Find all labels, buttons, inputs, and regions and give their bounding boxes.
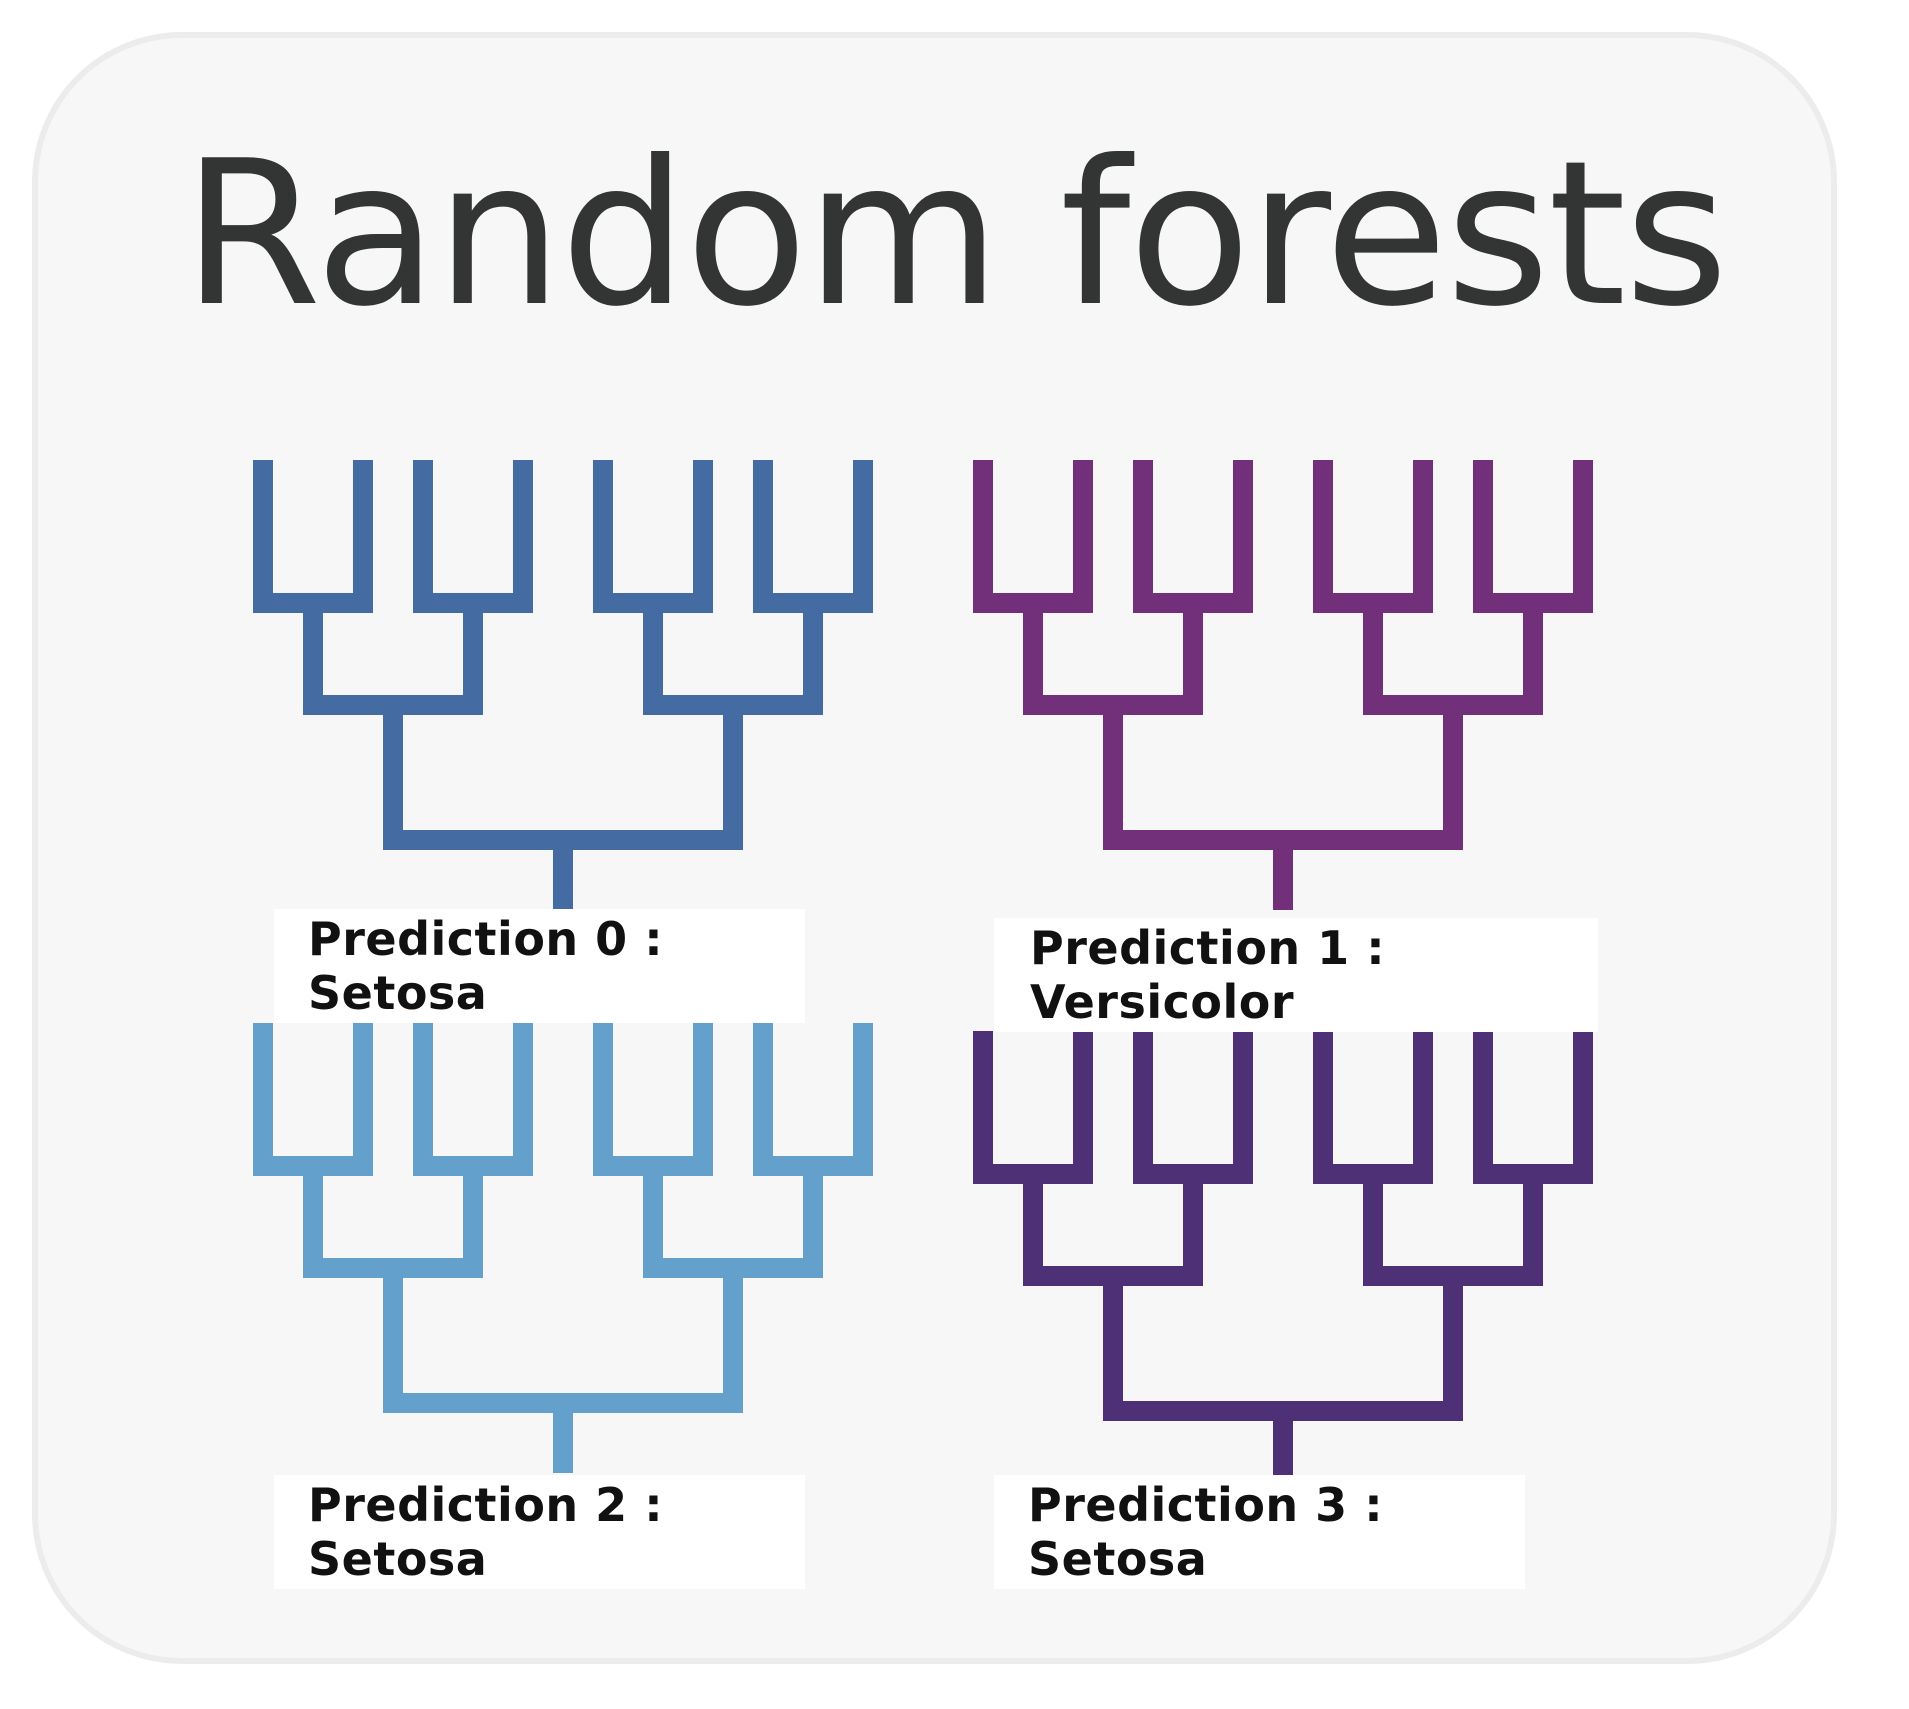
tree-3-branch-6 (1103, 1276, 1463, 1421)
tree-3-branch-4 (1023, 1174, 1203, 1286)
prediction-label-0: Prediction 0 : Setosa (274, 909, 805, 1023)
prediction-label-3: Prediction 3 : Setosa (994, 1475, 1525, 1589)
tree-1-branch-4 (1023, 603, 1203, 715)
tree-1-branch-3 (1473, 460, 1593, 613)
tree-2-branch-0 (253, 1023, 373, 1176)
tree-0-branch-1 (413, 460, 533, 613)
tree-2-branch-2 (593, 1023, 713, 1176)
tree-1 (973, 460, 1593, 910)
prediction-label-1: Prediction 1 : Versicolor (994, 918, 1598, 1032)
tree-0-branch-6 (383, 705, 743, 850)
tree-2 (253, 1023, 873, 1473)
tree-2-branch-4 (303, 1166, 483, 1278)
tree-2-branch-6 (383, 1268, 743, 1413)
tree-0-branch-5 (643, 603, 823, 715)
diagram-title: Random forests (182, 118, 1728, 351)
tree-0-branch-0 (253, 460, 373, 613)
tree-2-branch-1 (413, 1023, 533, 1176)
tree-2-branch-5 (643, 1166, 823, 1278)
tree-1-branch-2 (1313, 460, 1433, 613)
tree-1-branch-0 (973, 460, 1093, 613)
tree-1-branch-6 (1103, 705, 1463, 850)
tree-2-branch-3 (753, 1023, 873, 1176)
diagram-card (32, 32, 1837, 1664)
tree-3-branch-0 (973, 1031, 1093, 1184)
tree-0-branch-2 (593, 460, 713, 613)
tree-3-branch-5 (1363, 1174, 1543, 1286)
tree-1-branch-5 (1363, 603, 1543, 715)
tree-3-branch-2 (1313, 1031, 1433, 1184)
tree-3-branch-3 (1473, 1031, 1593, 1184)
tree-3-branch-1 (1133, 1031, 1253, 1184)
tree-0 (253, 460, 873, 910)
tree-0-branch-3 (753, 460, 873, 613)
tree-1-branch-1 (1133, 460, 1253, 613)
prediction-label-2: Prediction 2 : Setosa (274, 1475, 805, 1589)
tree-3 (973, 1031, 1593, 1481)
tree-0-branch-4 (303, 603, 483, 715)
